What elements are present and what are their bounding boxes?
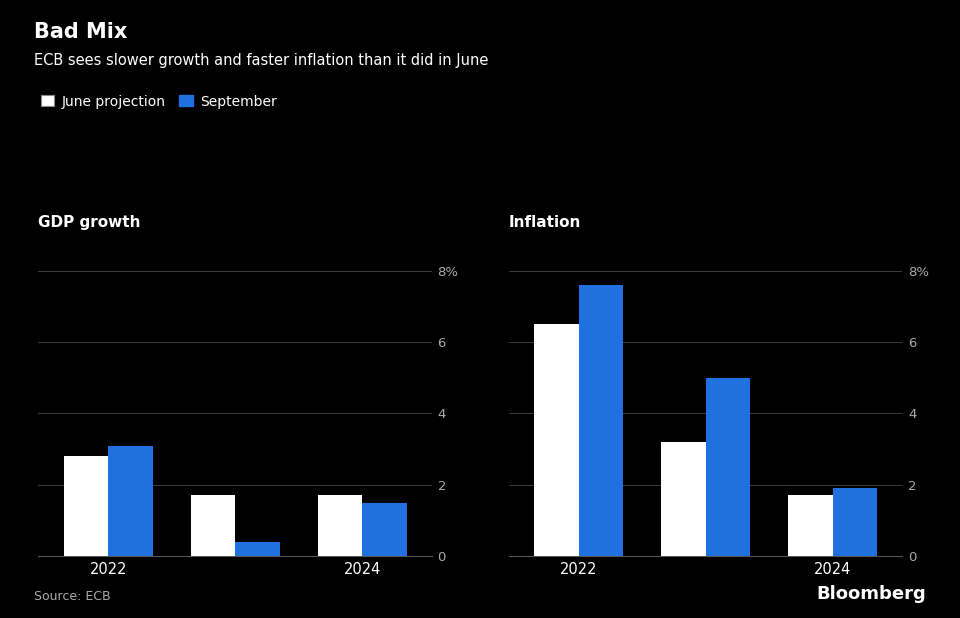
Bar — [318, 496, 362, 556]
Bar — [534, 324, 579, 556]
Bar — [661, 442, 706, 556]
Bar — [362, 502, 407, 556]
Bar — [235, 542, 279, 556]
Text: ECB sees slower growth and faster inflation than it did in June: ECB sees slower growth and faster inflat… — [34, 53, 488, 67]
Bar — [706, 378, 750, 556]
Bar — [788, 496, 832, 556]
Text: Bad Mix: Bad Mix — [34, 22, 127, 41]
Bar — [832, 488, 877, 556]
Bar — [63, 456, 108, 556]
Bar — [579, 285, 623, 556]
Text: GDP growth: GDP growth — [38, 214, 141, 229]
Bar — [108, 446, 153, 556]
Bar — [191, 496, 235, 556]
Text: Inflation: Inflation — [509, 214, 581, 229]
Legend: June projection, September: June projection, September — [40, 95, 276, 109]
Text: Source: ECB: Source: ECB — [34, 590, 110, 603]
Text: Bloomberg: Bloomberg — [817, 585, 926, 603]
